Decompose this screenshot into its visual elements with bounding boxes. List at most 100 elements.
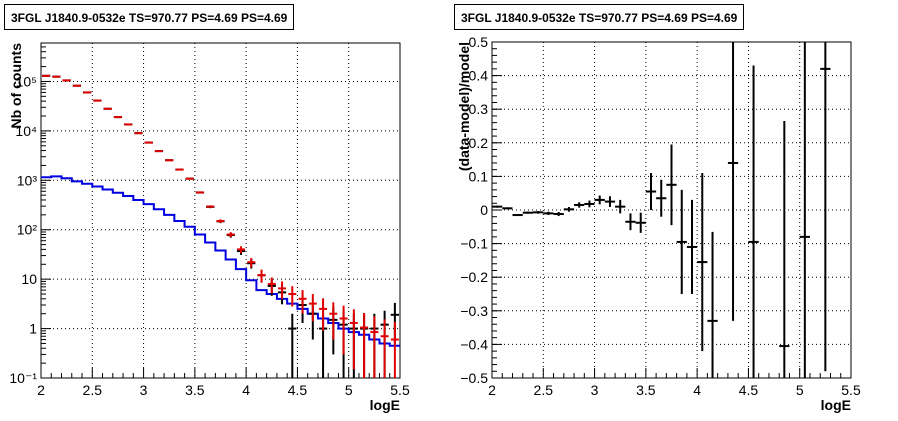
residual-point	[625, 213, 636, 231]
residual-point	[553, 212, 564, 217]
y-tick-label: 10²	[17, 222, 38, 238]
residual-point	[635, 212, 646, 233]
y-tick-label: 0.1	[469, 168, 489, 184]
x-tick-label: 4	[693, 382, 701, 398]
residual-point	[779, 120, 790, 378]
total-model-point	[319, 298, 328, 331]
residuals-panel: 3FGL J1840.9-0532e TS=970.77 PS=4.69 PS=…	[449, 0, 898, 421]
total-model-point	[237, 246, 246, 254]
y-tick-label: 1	[29, 321, 37, 337]
total-model-point	[216, 219, 225, 223]
residual-point	[697, 173, 708, 352]
total-model-point	[185, 177, 194, 180]
residual-point	[727, 42, 739, 321]
residual-point	[686, 199, 698, 294]
y-tick-label: 10⁵	[16, 73, 37, 89]
x-tick-label: 2	[37, 382, 45, 398]
residual-point	[594, 195, 605, 205]
counts-chart-title: 3FGL J1840.9-0532e TS=970.77 PS=4.69 PS=…	[4, 4, 295, 30]
residual-point	[666, 144, 677, 226]
total-model-point	[288, 286, 297, 307]
x-axis-title: logE	[821, 397, 851, 413]
total-model-point	[267, 277, 276, 294]
counts-chart: 2 2.5 3 3.5 4 4.5 5 5.5 10⁻¹ 1 10 10² 10³ 10⁴ 10⁵ logE N…	[8, 42, 410, 413]
residual-point	[533, 211, 544, 214]
residuals-chart-title: 3FGL J1840.9-0532e TS=970.77 PS=4.69 PS=…	[454, 4, 745, 30]
x-tick-label: 4.5	[739, 382, 759, 398]
y-tick-label: 10⁻¹	[9, 370, 37, 386]
total-model-point	[390, 321, 399, 378]
residual-point	[543, 211, 554, 216]
plot-frame	[491, 41, 852, 379]
total-model-point	[165, 159, 174, 162]
plot-area	[41, 43, 400, 378]
residual-point	[502, 207, 513, 210]
x-tick-label: 2.5	[83, 382, 103, 398]
x-tick-label: 5	[345, 382, 353, 398]
x-tick-label: 5.5	[390, 382, 410, 398]
x-tick-label: 3.5	[185, 382, 205, 398]
y-tick-label: 0.4	[469, 68, 489, 84]
total-model-point	[278, 281, 287, 299]
residual-point	[563, 206, 575, 212]
residual-point	[512, 214, 523, 217]
data-point	[288, 313, 297, 378]
y-axis-title: (data-model)/model	[456, 42, 472, 171]
residuals-chart: 2 2.5 3 3.5 4 4.5 5 5.5 −0.5 −0.4 −0.3 −0.2 −0.1 0 0.1…	[456, 34, 861, 413]
residual-point	[820, 42, 831, 372]
residual-point	[748, 65, 759, 378]
total-model-point	[339, 305, 348, 355]
residual-point	[584, 200, 595, 208]
residual-point	[574, 202, 585, 208]
total-model-point	[195, 191, 204, 194]
residual-point	[656, 179, 667, 217]
plot-frame	[40, 42, 401, 379]
total-model-point	[144, 141, 153, 144]
x-tick-label: 5	[796, 382, 804, 398]
x-tick-label: 5.5	[841, 382, 861, 398]
x-axis-title: logE	[370, 397, 400, 413]
y-tick-label: −0.1	[460, 236, 488, 252]
x-tick-label: 3	[591, 382, 599, 398]
y-tick-label: 10	[21, 271, 37, 287]
total-model-point	[257, 269, 266, 283]
total-model-point	[349, 309, 358, 370]
total-model-point	[380, 319, 389, 378]
total-model-point	[360, 312, 369, 378]
x-tick-label: 2	[488, 382, 496, 398]
y-tick-label: 10³	[17, 172, 38, 188]
residual-point	[492, 205, 503, 208]
residual-point	[604, 196, 616, 207]
total-model-point	[329, 302, 338, 340]
residual-point	[645, 173, 657, 210]
x-tick-label: 2.5	[534, 382, 554, 398]
y-tick-label: 0.3	[469, 101, 489, 117]
y-tick-label: −0.2	[460, 269, 488, 285]
source-model-step-line	[41, 175, 400, 347]
y-axis-title: Nb of counts	[8, 43, 24, 129]
residual-point	[676, 189, 687, 294]
total-model-point	[154, 150, 163, 153]
total-model-point	[247, 258, 256, 268]
y-tick-label: 0.5	[469, 34, 489, 50]
total-model-point	[308, 294, 317, 322]
total-model-point	[175, 168, 184, 171]
counts-panel: 3FGL J1840.9-0532e TS=970.77 PS=4.69 PS=…	[4, 4, 410, 413]
residual-point	[615, 199, 626, 214]
total-model-point	[226, 232, 235, 238]
y-tick-label: −0.5	[460, 370, 488, 386]
y-tick-label: 0	[480, 202, 488, 218]
x-tick-label: 3	[140, 382, 148, 398]
total-model-point	[370, 316, 379, 378]
y-tick-label: −0.4	[460, 336, 488, 352]
total-model-point	[298, 290, 307, 314]
y-tick-label: −0.3	[460, 303, 488, 319]
y-tick-label: 0.2	[469, 135, 489, 151]
residual-point	[707, 231, 718, 378]
x-tick-label: 4.5	[288, 382, 308, 398]
x-tick-label: 4	[242, 382, 250, 398]
y-tick-label: 10⁴	[15, 123, 37, 139]
residual-point	[799, 42, 810, 378]
residual-point	[522, 211, 534, 214]
total-model-point	[206, 205, 215, 208]
